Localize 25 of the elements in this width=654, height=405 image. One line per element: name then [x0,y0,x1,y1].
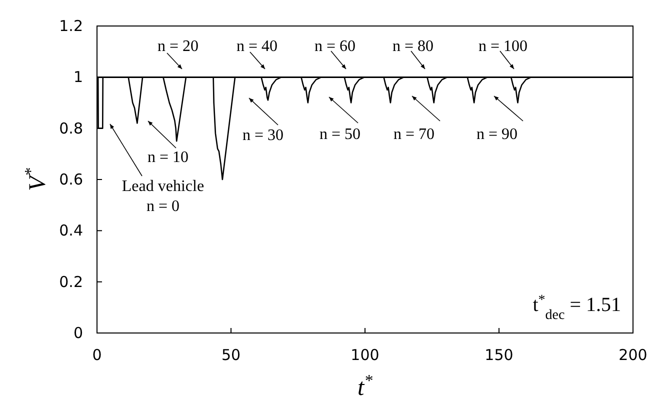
x-tick-label: 0 [92,346,102,364]
y-tick-label: 1.2 [59,17,83,35]
y-tick-label: 0.6 [59,170,83,188]
annotation: n = 20 [157,38,199,55]
y-tick-label: 1 [73,68,83,86]
y-tick-label: 0.2 [59,272,83,291]
annotation: t$^{*}$$_{dec}$ = 1.51 [532,292,621,322]
annotation: n = 100 [478,38,528,55]
y-tick-label: 0.8 [59,119,83,138]
annotation: Lead vehicle n = 0 [122,178,204,215]
annotation: n = 80 [392,38,434,55]
x-tick-label: 150 [484,346,514,364]
annotation: n = 10 [147,149,189,166]
y-tick-label: 0.4 [59,222,83,240]
x-tick-label: 100 [350,346,380,364]
y-tick-label: 0 [73,324,83,342]
x-tick-label: 50 [221,346,241,364]
annotation: n = 70 [393,126,435,143]
annotation: n = 40 [236,38,278,55]
x-tick-label: 200 [618,346,648,364]
x-axis-title: t$^{*}$ [357,370,374,401]
annotation: n = 30 [242,127,284,144]
annotation: n = 90 [476,126,518,143]
annotation: n = 60 [314,38,356,55]
annotation: n = 50 [319,126,361,143]
